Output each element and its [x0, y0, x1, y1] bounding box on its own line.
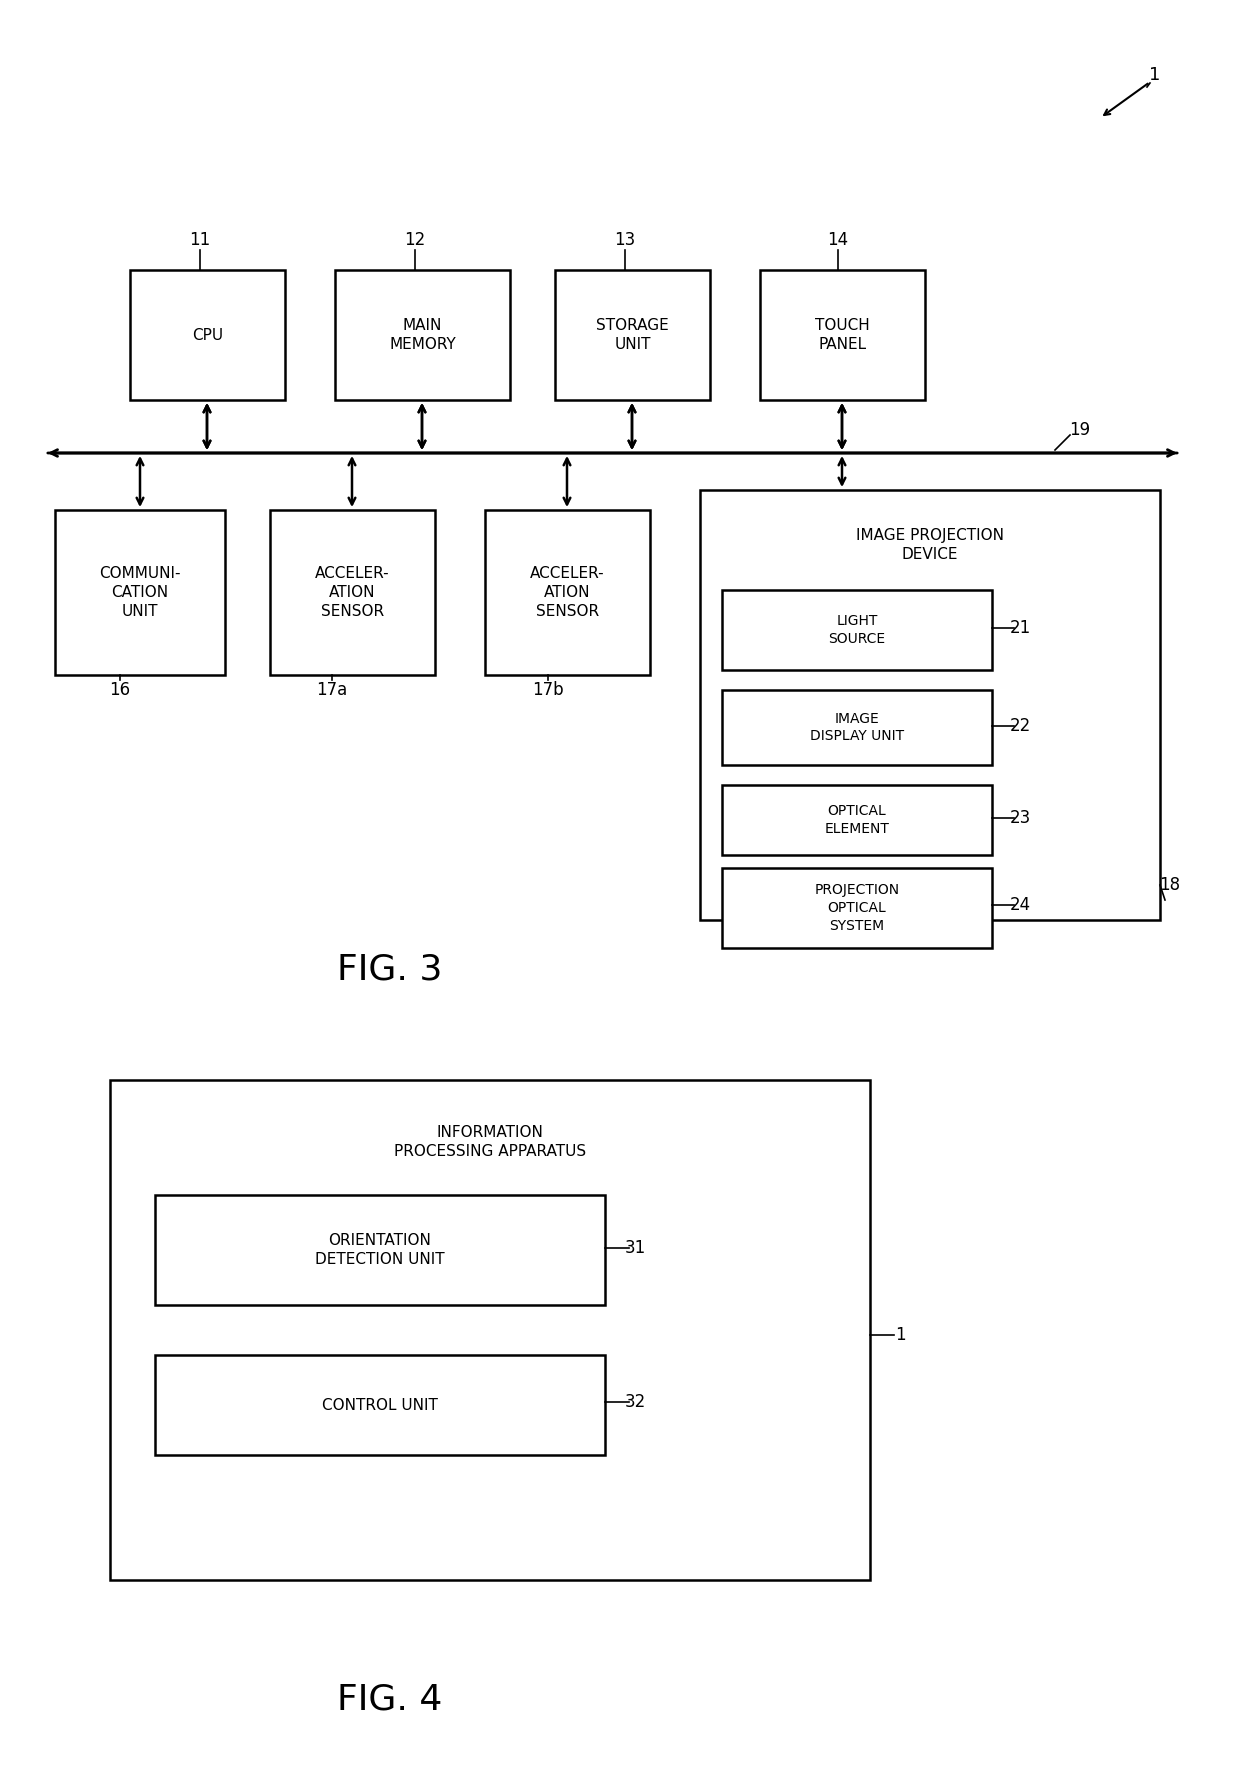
Bar [722, 690, 992, 765]
Text: LIGHT
SOURCE: LIGHT SOURCE [828, 614, 885, 646]
Bar [760, 271, 925, 400]
Bar [722, 786, 992, 855]
Text: 32: 32 [625, 1393, 646, 1411]
Bar [335, 271, 510, 400]
Text: ORIENTATION
DETECTION UNIT: ORIENTATION DETECTION UNIT [315, 1234, 445, 1267]
Bar [55, 510, 224, 674]
Text: INFORMATION
PROCESSING APPARATUS: INFORMATION PROCESSING APPARATUS [394, 1126, 587, 1159]
Bar [485, 510, 650, 674]
Text: CPU: CPU [192, 327, 223, 343]
Bar [722, 589, 992, 671]
Text: 13: 13 [614, 232, 636, 250]
Text: TOUCH
PANEL: TOUCH PANEL [815, 319, 870, 352]
Text: STORAGE
UNIT: STORAGE UNIT [596, 319, 668, 352]
Text: 17a: 17a [316, 681, 347, 699]
Bar [155, 1356, 605, 1455]
Text: 1: 1 [1149, 65, 1161, 83]
Bar [110, 1080, 870, 1581]
Text: ACCELER-
ATION
SENSOR: ACCELER- ATION SENSOR [531, 566, 605, 619]
Text: 31: 31 [625, 1239, 646, 1257]
Bar [722, 867, 992, 949]
Bar [556, 271, 711, 400]
Text: 12: 12 [404, 232, 425, 250]
Text: 18: 18 [1159, 876, 1180, 894]
Text: 1: 1 [895, 1326, 905, 1343]
Text: MAIN
MEMORY: MAIN MEMORY [389, 319, 456, 352]
Text: PROJECTION
OPTICAL
SYSTEM: PROJECTION OPTICAL SYSTEM [815, 883, 899, 933]
Text: FIG. 3: FIG. 3 [337, 952, 443, 988]
Text: COMMUNI-
CATION
UNIT: COMMUNI- CATION UNIT [99, 566, 181, 619]
Text: OPTICAL
ELEMENT: OPTICAL ELEMENT [825, 804, 889, 835]
Text: 21: 21 [1009, 620, 1030, 637]
Text: 11: 11 [190, 232, 211, 250]
Text: 24: 24 [1009, 896, 1030, 913]
Text: IMAGE
DISPLAY UNIT: IMAGE DISPLAY UNIT [810, 712, 904, 743]
Text: 16: 16 [109, 681, 130, 699]
Text: IMAGE PROJECTION
DEVICE: IMAGE PROJECTION DEVICE [856, 527, 1004, 563]
Bar [155, 1195, 605, 1304]
Text: CONTROL UNIT: CONTROL UNIT [322, 1398, 438, 1412]
Text: ACCELER-
ATION
SENSOR: ACCELER- ATION SENSOR [315, 566, 389, 619]
Text: 22: 22 [1009, 717, 1030, 735]
Text: 19: 19 [1069, 421, 1090, 439]
Bar [130, 271, 285, 400]
Bar [270, 510, 435, 674]
Text: 23: 23 [1009, 809, 1030, 827]
Text: 17b: 17b [532, 681, 564, 699]
Bar [701, 490, 1159, 920]
Text: FIG. 4: FIG. 4 [337, 1683, 443, 1717]
Text: 14: 14 [827, 232, 848, 250]
